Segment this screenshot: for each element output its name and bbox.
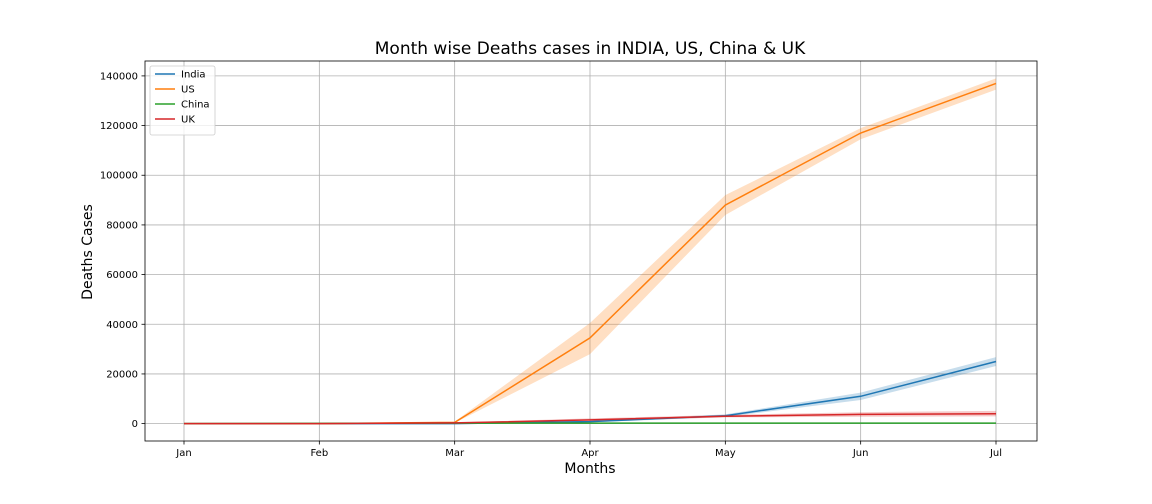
x-axis-label: Months xyxy=(564,461,615,477)
band-india xyxy=(184,357,996,424)
y-tick-label: 20000 xyxy=(106,369,138,380)
grid-lines xyxy=(145,61,1037,441)
legend-label-us: US xyxy=(181,85,195,96)
legend-label-india: India xyxy=(181,70,206,81)
band-us xyxy=(184,78,996,424)
legend-label-uk: UK xyxy=(181,115,195,126)
x-tick-label: Mar xyxy=(445,448,465,459)
x-tick-label: Jan xyxy=(175,448,191,459)
y-tick-label: 80000 xyxy=(106,220,138,231)
series-line-uk xyxy=(184,412,997,425)
y-tick-label: 100000 xyxy=(100,171,138,182)
y-axis-label: Deaths Cases xyxy=(80,204,96,300)
y-tick-label: 40000 xyxy=(106,320,138,331)
chart-title: Month wise Deaths cases in INDIA, US, Ch… xyxy=(375,39,806,59)
legend-box xyxy=(149,65,216,136)
y-axis-ticks: 0 20000 40000 60000 80000 100000 120000 140000 xyxy=(100,71,145,430)
legend-label-china: China xyxy=(181,100,210,111)
y-tick-label: 0 xyxy=(132,419,138,430)
y-tick-label: 140000 xyxy=(100,71,138,82)
x-tick-label: May xyxy=(715,448,736,459)
y-tick-label: 60000 xyxy=(106,270,138,281)
series-lines xyxy=(183,82,997,425)
legend: India US China UK xyxy=(149,65,216,136)
x-tick-label: Apr xyxy=(581,448,599,459)
band-uk xyxy=(184,410,996,424)
x-axis-ticks: Jan Feb Mar Apr May Jun Jul xyxy=(175,441,1002,459)
x-tick-label: Jul xyxy=(989,448,1002,459)
x-tick-label: Jun xyxy=(852,448,869,459)
plot-frame xyxy=(144,60,1038,442)
y-tick-label: 120000 xyxy=(100,121,138,132)
x-tick-label: Feb xyxy=(310,448,328,459)
